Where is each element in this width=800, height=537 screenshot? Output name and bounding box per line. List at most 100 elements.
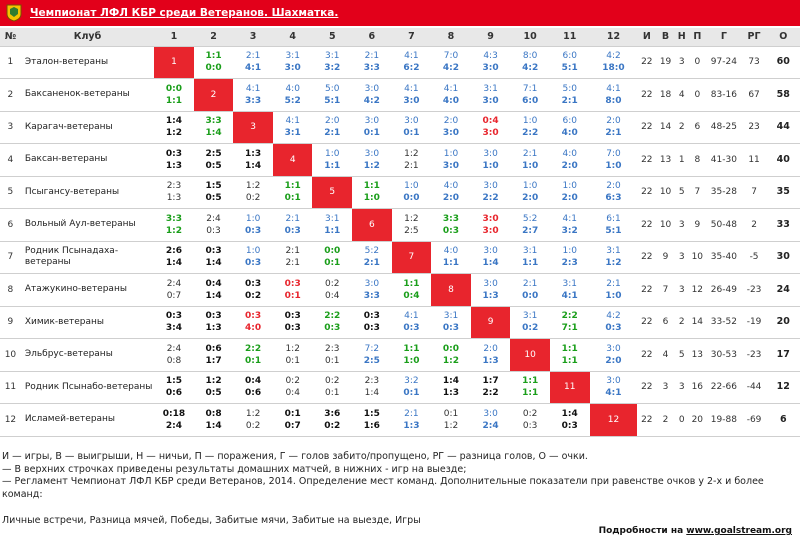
away-score: 2:1 — [404, 160, 419, 171]
stat-goal-diff: 23 — [741, 111, 767, 144]
score-cell: 1:0 2:3 — [549, 241, 590, 274]
home-score: 3:3 — [205, 116, 222, 127]
score-cell: 2:6 1:4 — [154, 241, 194, 274]
score-cell: 2:1 1:0 — [589, 273, 638, 307]
away-score: 0:0 — [205, 63, 222, 74]
stat-goals: 35-40 — [706, 241, 742, 274]
home-score: 4:1 — [404, 83, 419, 94]
score-cell: 1:3 1:4 — [233, 143, 273, 177]
stat-games: 22 — [637, 111, 657, 144]
stat-losses: 12 — [688, 273, 707, 307]
column-header: 8 — [431, 28, 471, 47]
away-score: 0:3 — [403, 323, 420, 334]
away-score: 1:1 — [324, 225, 341, 236]
diagonal-cell: 10 — [510, 338, 550, 372]
stat-goal-diff: 2 — [741, 208, 767, 242]
away-score: 0:1 — [403, 128, 420, 139]
home-score: 3:1 — [285, 51, 300, 62]
score-cell: 0:0 1:1 — [154, 78, 194, 112]
away-score: 4:2 — [363, 95, 380, 106]
stat-goals: 97-24 — [706, 46, 742, 79]
away-score: 0:4 — [285, 388, 300, 399]
table-row: 7 Родник Псынадаха-ветераны 2:6 1:4 0:3 1:4 1:… — [0, 241, 800, 274]
stat-losses: 16 — [688, 371, 707, 404]
away-score: 0:6 — [245, 388, 262, 399]
row-number: 1 — [0, 46, 21, 79]
score-cell: 3:0 2:4 — [470, 403, 511, 437]
stat-points: 20 — [766, 306, 800, 339]
home-score: 1:1 — [363, 181, 380, 192]
score-cell: 0:3 1:4 — [193, 241, 234, 274]
row-number: 11 — [0, 371, 21, 404]
home-score: 2:1 — [522, 148, 538, 159]
row-number: 10 — [0, 338, 21, 372]
home-score: 1:2 — [205, 376, 222, 387]
away-score: 3:3 — [363, 290, 380, 301]
home-score: 3:1 — [522, 246, 538, 257]
home-score: 0:4 — [482, 116, 499, 127]
away-score: 3:2 — [324, 63, 341, 74]
home-score: 1:1 — [403, 343, 420, 354]
stat-goals: 19-88 — [706, 403, 742, 437]
score-cell: 2:5 0:5 — [193, 143, 234, 177]
away-score: 1:3 — [482, 355, 499, 366]
score-cell: 2:4 0:7 — [154, 273, 194, 307]
legend: И — игры, В — выигрыши, Н — ничьи, П — п… — [2, 451, 792, 501]
score-cell: 4:2 18:0 — [589, 46, 638, 79]
away-score: 4:2 — [442, 63, 460, 74]
stat-games: 22 — [637, 208, 657, 242]
away-score: 3:3 — [245, 95, 262, 106]
away-score: 0:1 — [284, 193, 301, 204]
home-score: 7:0 — [606, 148, 621, 159]
home-score: 1:2 — [404, 213, 419, 224]
row-number: 12 — [0, 403, 21, 437]
source-link[interactable]: www.goalstream.org — [686, 526, 792, 536]
away-score: 0:0 — [403, 193, 420, 204]
score-cell: 3:0 1:0 — [470, 143, 511, 177]
score-cell: 0:2 0:4 — [272, 371, 313, 404]
row-number: 7 — [0, 241, 21, 274]
score-cell: 3:6 0:2 — [312, 403, 353, 437]
score-cell: 1:4 0:3 — [549, 403, 590, 437]
away-score: 6:3 — [605, 193, 622, 204]
stat-points: 58 — [766, 78, 800, 112]
score-cell: 1:5 0:6 — [154, 371, 194, 404]
away-score: 7:1 — [561, 323, 578, 334]
score-cell: 4:2 0:3 — [589, 306, 638, 339]
away-score: 3:0 — [442, 128, 460, 139]
home-score: 1:0 — [522, 116, 538, 127]
stat-goals: 41-30 — [706, 143, 742, 177]
away-score: 3:0 — [284, 63, 301, 74]
home-score: 0:2 — [522, 408, 538, 419]
home-score: 1:1 — [522, 376, 539, 387]
score-cell: 0:3 0:1 — [272, 273, 313, 307]
away-score: 1:2 — [605, 258, 622, 269]
stat-wins: 10 — [656, 208, 675, 242]
away-score: 2:2 — [522, 128, 539, 139]
score-cell: 1:1 0:4 — [391, 273, 432, 307]
club-name: Родник Псынадаха-ветераны — [20, 241, 155, 274]
home-score: 3:0 — [482, 213, 499, 224]
stat-goal-diff: -5 — [741, 241, 767, 274]
home-score: 7:0 — [443, 51, 459, 62]
stat-losses: 6 — [688, 111, 707, 144]
stat-points: 40 — [766, 143, 800, 177]
column-header: 4 — [272, 28, 313, 47]
home-score: 1:1 — [284, 181, 301, 192]
stat-losses: 0 — [688, 78, 707, 112]
away-score: 2:2 — [482, 193, 499, 204]
score-cell: 6:1 5:1 — [589, 208, 638, 242]
score-cell: 3:0 3:3 — [352, 273, 392, 307]
stat-wins: 2 — [656, 403, 675, 437]
away-score: 5:1 — [605, 225, 622, 236]
score-cell: 0:3 3:4 — [154, 306, 194, 339]
score-cell: 2:2 0:3 — [312, 306, 353, 339]
page-title-link[interactable]: Чемпионат ЛФЛ КБР среди Ветеранов. Шахма… — [30, 7, 339, 19]
score-cell: 1:0 0:3 — [233, 241, 273, 274]
away-score: 1:4 — [205, 420, 222, 431]
home-score: 0:3 — [205, 311, 222, 322]
home-score: 4:1 — [443, 83, 459, 94]
score-cell: 1:2 2:5 — [391, 208, 432, 242]
away-score: 3:0 — [482, 95, 499, 106]
stat-draws: 5 — [674, 338, 689, 372]
